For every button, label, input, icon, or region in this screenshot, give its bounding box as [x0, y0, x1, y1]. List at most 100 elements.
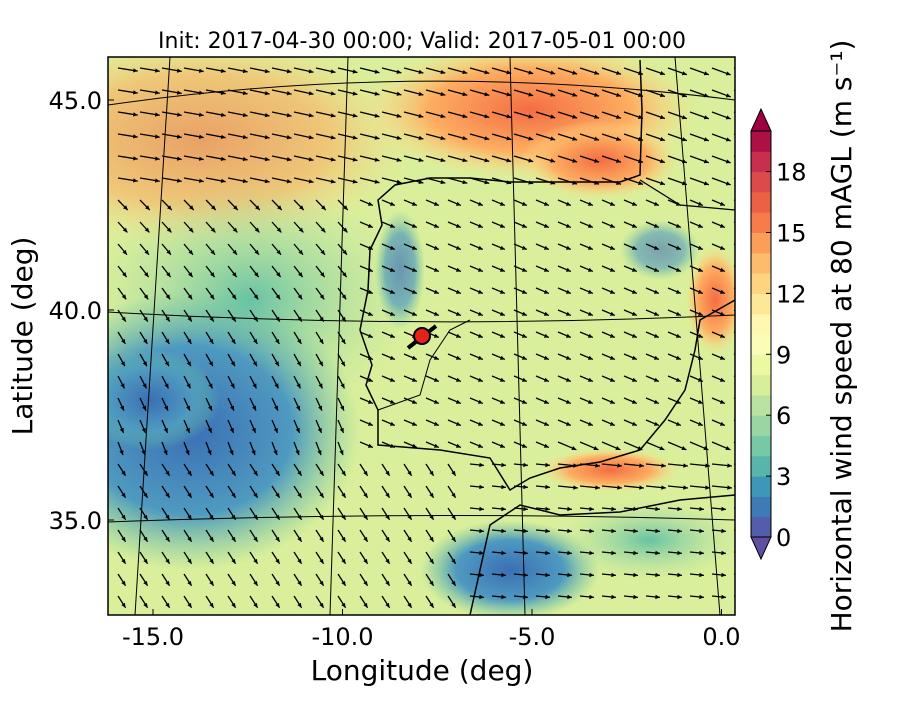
y-tick-label: 45.0: [49, 87, 102, 115]
wind-arrow-head: [455, 333, 461, 338]
wind-arrow-head: [429, 514, 434, 520]
wind-arrow-head: [418, 135, 424, 140]
wind-arrow-head: [743, 573, 748, 577]
wind-arrow-head: [653, 333, 659, 338]
wind-arrow-head: [297, 316, 302, 322]
wind-arrow: [733, 243, 735, 246]
wind-arrow-head: [429, 558, 434, 564]
wind-arrow-head: [253, 492, 258, 498]
wind-arrow-head: [166, 227, 172, 233]
wind-arrow-head: [631, 289, 637, 294]
wind-arrow-head: [477, 289, 483, 294]
wind-arrow-head: [543, 223, 549, 228]
wind-arrow-head: [589, 528, 594, 534]
wind-arrow-head: [721, 528, 726, 534]
wind-arrow-head: [565, 421, 571, 426]
wind-arrow-head: [308, 157, 314, 162]
wind-arrow-head: [198, 134, 204, 139]
wind-arrow-head: [176, 68, 182, 73]
colorbar-tick-label: 15: [776, 220, 807, 248]
wind-arrow-head: [499, 443, 505, 448]
wind-arrow-head: [141, 450, 146, 456]
wind-arrow-head: [631, 245, 637, 250]
wind-arrow-head: [319, 514, 324, 520]
wind-arrow-head: [725, 159, 731, 164]
wind-arrow-head: [165, 338, 170, 344]
wind-arrow-head: [208, 405, 213, 411]
wind-arrow-head: [637, 180, 643, 186]
border: [377, 319, 471, 411]
wind-arrow-head: [565, 399, 571, 404]
colorbar-band: [751, 273, 771, 294]
wind-arrow-head: [550, 180, 556, 185]
wind-arrow-head: [341, 338, 346, 344]
wind-arrow-head: [207, 427, 212, 433]
wind-arrow-head: [209, 558, 214, 564]
wind-arrow-head: [164, 361, 169, 367]
wind-arrow-head: [120, 383, 125, 389]
wind-arrow-head: [550, 136, 556, 141]
wind-arrow-head: [341, 580, 346, 586]
colorbar-band: [751, 191, 771, 213]
wind-arrow-head: [176, 134, 182, 139]
wind-arrow-head: [418, 157, 424, 162]
wind-arrow-head: [255, 205, 260, 211]
wind-arrow-head: [743, 595, 748, 599]
wind-arrow-head: [120, 361, 125, 367]
wind-arrow-head: [742, 356, 747, 360]
wind-arrow-head: [543, 421, 549, 426]
wind-arrow-head: [655, 572, 660, 578]
wind-arrow-head: [296, 405, 301, 411]
wind-arrow-head: [163, 450, 168, 456]
wind-arrow-head: [748, 93, 753, 97]
wind-arrow: [733, 331, 735, 334]
wind-arrow-head: [340, 361, 345, 367]
wind-arrow-head: [242, 112, 248, 118]
wind-arrow-head: [297, 294, 303, 300]
wind-arrow-head: [748, 115, 753, 119]
wind-arrow-head: [367, 245, 373, 250]
wind-arrow-head: [477, 201, 483, 206]
wind-arrow-head: [374, 113, 380, 118]
wind-arrow-head: [186, 361, 191, 367]
wind-arrow-head: [144, 227, 150, 233]
wind-arrow-head: [251, 450, 256, 456]
wind-arrow-head: [308, 179, 314, 184]
wind-arrow-head: [286, 91, 292, 96]
wind-arrow-head: [617, 463, 622, 468]
wind-arrow-head: [681, 446, 687, 451]
wind-arrow-head: [455, 311, 461, 316]
wind-arrow-head: [121, 580, 126, 586]
wind-arrow-head: [411, 377, 417, 382]
wind-arrow-head: [543, 355, 549, 360]
wind-arrow-head: [121, 294, 127, 300]
wind-arrow-head: [484, 158, 490, 163]
wind-arrow-head: [655, 594, 660, 600]
wind-arrow-head: [433, 223, 439, 228]
meridian: [674, 57, 721, 615]
colorbar-band: [751, 232, 771, 254]
colorbar-band: [751, 293, 771, 315]
wind-arrow-head: [725, 137, 731, 142]
colorbar-band: [751, 171, 771, 193]
wind-arrow-head: [477, 377, 483, 382]
wind-arrow-head: [396, 113, 402, 118]
wind-arrow-head: [455, 443, 461, 448]
wind-arrow-head: [411, 223, 417, 228]
wind-arrow-head: [479, 506, 484, 512]
wind-arrow-head: [318, 361, 323, 367]
wind-arrow-head: [209, 514, 214, 520]
wind-arrow-head: [611, 594, 616, 600]
wind-arrow-head: [589, 572, 594, 578]
wind-arrow: [733, 353, 735, 356]
wind-arrow-head: [550, 114, 556, 119]
wind-arrow-head: [567, 550, 572, 556]
wind-arrow: [733, 287, 735, 290]
wind-arrow-head: [521, 201, 527, 206]
wind-arrow-head: [616, 92, 622, 97]
wind-arrow-head: [143, 602, 148, 608]
wind-arrow-head: [330, 69, 336, 74]
wind-arrow-head: [721, 572, 726, 578]
wind-arrow-head: [455, 355, 461, 360]
wind-arrow-head: [273, 450, 278, 456]
